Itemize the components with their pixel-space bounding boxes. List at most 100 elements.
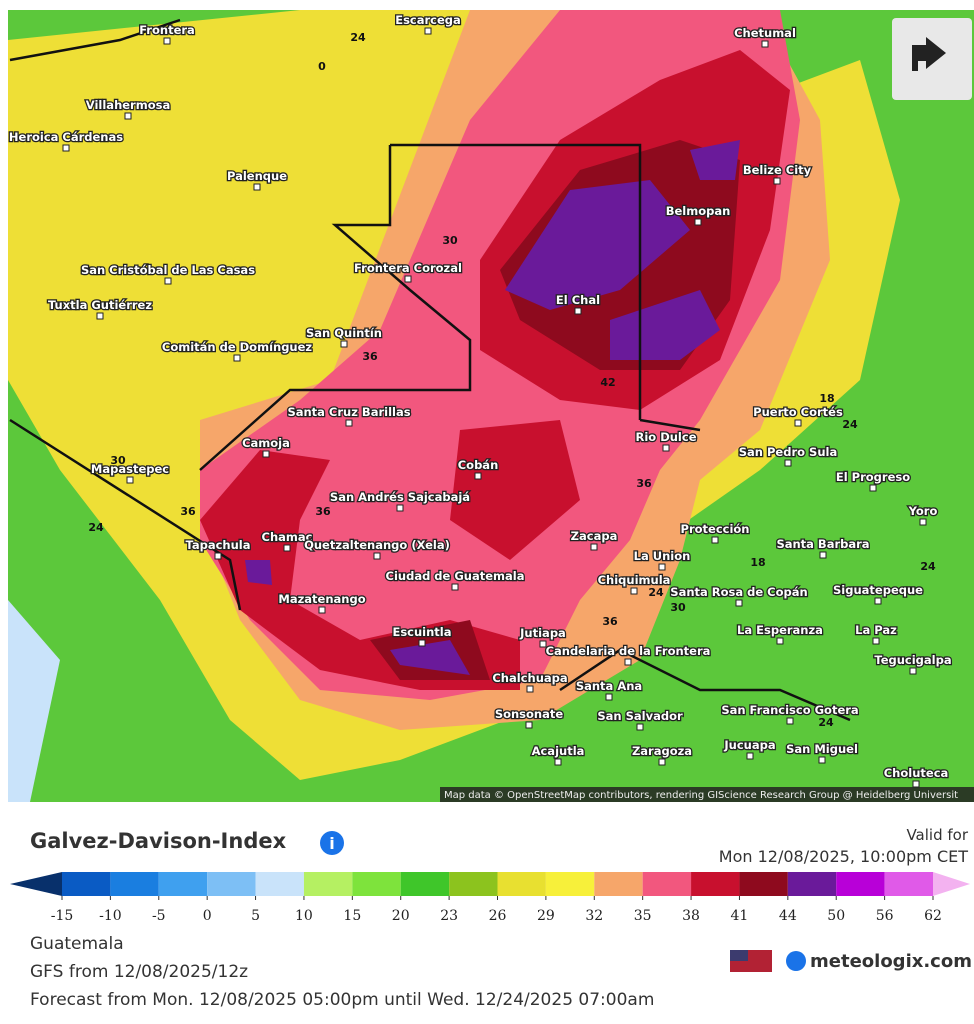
city-marker xyxy=(233,354,241,362)
city-marker xyxy=(590,543,598,551)
city-marker xyxy=(418,639,426,647)
city-label: El Chal xyxy=(556,293,600,307)
colorbar-segment xyxy=(110,872,159,896)
colorbar-segment xyxy=(207,872,256,896)
city-label: Mapastepec xyxy=(91,462,169,476)
colorbar-tick-label: 15 xyxy=(343,908,361,924)
colorbar-segment xyxy=(352,872,401,896)
city-label: Quetzaltenango (Xela) xyxy=(304,538,450,552)
city-marker xyxy=(253,183,261,191)
city-label: Frontera Corozal xyxy=(354,261,462,275)
city-marker xyxy=(761,40,769,48)
city-label: Tapachula xyxy=(185,538,250,552)
city-label: Villahermosa xyxy=(86,98,170,112)
city-label: Puerto Cortés xyxy=(753,405,843,419)
city-marker xyxy=(869,484,877,492)
city-marker xyxy=(340,340,348,348)
colorbar-tick-label: 62 xyxy=(924,908,942,924)
city-label: Palenque xyxy=(227,169,287,183)
colorbar-segment xyxy=(594,872,643,896)
city-label: La Esperanza xyxy=(737,623,823,637)
city-label: Jucuapa xyxy=(723,738,775,752)
city-label: Rio Dulce xyxy=(636,430,697,444)
colorbar-tick-label: 56 xyxy=(876,908,894,924)
colorbar-segment xyxy=(158,872,208,896)
attribution-bg xyxy=(440,787,974,802)
region-purple xyxy=(245,140,740,675)
city-marker xyxy=(345,419,353,427)
city-marker xyxy=(711,536,719,544)
city-marker xyxy=(636,723,644,731)
city-label: Zacapa xyxy=(571,529,618,543)
contour-label: 24 xyxy=(648,586,664,599)
colorbar-segment xyxy=(884,872,933,896)
model: GFS from 12/08/2025/12z xyxy=(30,962,249,982)
valid-time: Mon 12/08/2025, 10:00pm CET xyxy=(719,847,968,866)
city-marker xyxy=(658,563,666,571)
city-label: Cobán xyxy=(458,458,499,472)
city-label: Choluteca xyxy=(884,766,949,780)
colorbar-tick-label: 20 xyxy=(392,908,410,924)
city-label: La Paz xyxy=(855,623,897,637)
city-label: Belmopan xyxy=(666,204,731,218)
city-marker xyxy=(283,544,291,552)
colorbar-arrow-right xyxy=(933,872,970,896)
city-marker xyxy=(818,756,826,764)
contour-label: 30 xyxy=(442,234,458,247)
city-label: El Progreso xyxy=(836,470,910,484)
colorbar-segment xyxy=(691,872,740,896)
city-marker xyxy=(735,599,743,607)
city-marker xyxy=(912,780,920,788)
city-marker xyxy=(874,597,882,605)
flag-canton xyxy=(730,950,748,961)
city-label: San Andrés Sajcabajá xyxy=(330,490,470,504)
city-label: Acajutla xyxy=(532,744,585,758)
contour-label: 24 xyxy=(842,418,858,431)
city-label: Santa Ana xyxy=(576,679,642,693)
city-label: Zaragoza xyxy=(632,744,692,758)
city-label: San Quintín xyxy=(306,326,382,340)
city-marker xyxy=(694,218,702,226)
city-label: Chiquimula xyxy=(598,573,671,587)
colorbar-tick-label: 41 xyxy=(731,908,749,924)
contour-label: 30 xyxy=(670,601,686,614)
city-marker xyxy=(526,685,534,693)
city-marker xyxy=(451,583,459,591)
colorbar-tick-label: 26 xyxy=(489,908,507,924)
city-marker xyxy=(525,721,533,729)
brand-logo xyxy=(786,951,806,971)
city-marker xyxy=(404,275,412,283)
city-label: Protección xyxy=(681,522,750,536)
colorbar-tick-label: 44 xyxy=(779,908,797,924)
contour-label: 24 xyxy=(88,521,104,534)
city-marker xyxy=(776,637,784,645)
colorbar-tick-label: 50 xyxy=(827,908,845,924)
contour-label: 42 xyxy=(600,376,615,389)
city-marker xyxy=(554,758,562,766)
city-marker xyxy=(124,112,132,120)
city-label: San Francisco Gotera xyxy=(721,703,858,717)
brand: meteologix.com xyxy=(810,951,972,972)
valid-label: Valid for xyxy=(906,826,968,844)
colorbar-segment xyxy=(303,872,353,896)
city-marker xyxy=(658,758,666,766)
title: Galvez-Davison-Index xyxy=(30,829,287,853)
city-label: Yoro xyxy=(908,504,938,518)
city-marker xyxy=(624,658,632,666)
city-label: La Union xyxy=(634,549,691,563)
contour-label: 36 xyxy=(636,477,652,490)
city-marker xyxy=(62,144,70,152)
city-label: Santa Barbara xyxy=(776,537,869,551)
info-icon[interactable] xyxy=(320,831,344,855)
city-label: Camoja xyxy=(242,436,290,450)
contour-label: 36 xyxy=(180,505,196,518)
colorbar-tick-label: -10 xyxy=(99,908,122,924)
city-label: San Pedro Sula xyxy=(739,445,837,459)
share-icon xyxy=(912,37,946,71)
city-label: Mazatenango xyxy=(278,592,365,606)
city-label: Chetumal xyxy=(734,26,796,40)
city-marker xyxy=(919,518,927,526)
contour-label: 24 xyxy=(818,716,834,729)
city-marker xyxy=(819,551,827,559)
